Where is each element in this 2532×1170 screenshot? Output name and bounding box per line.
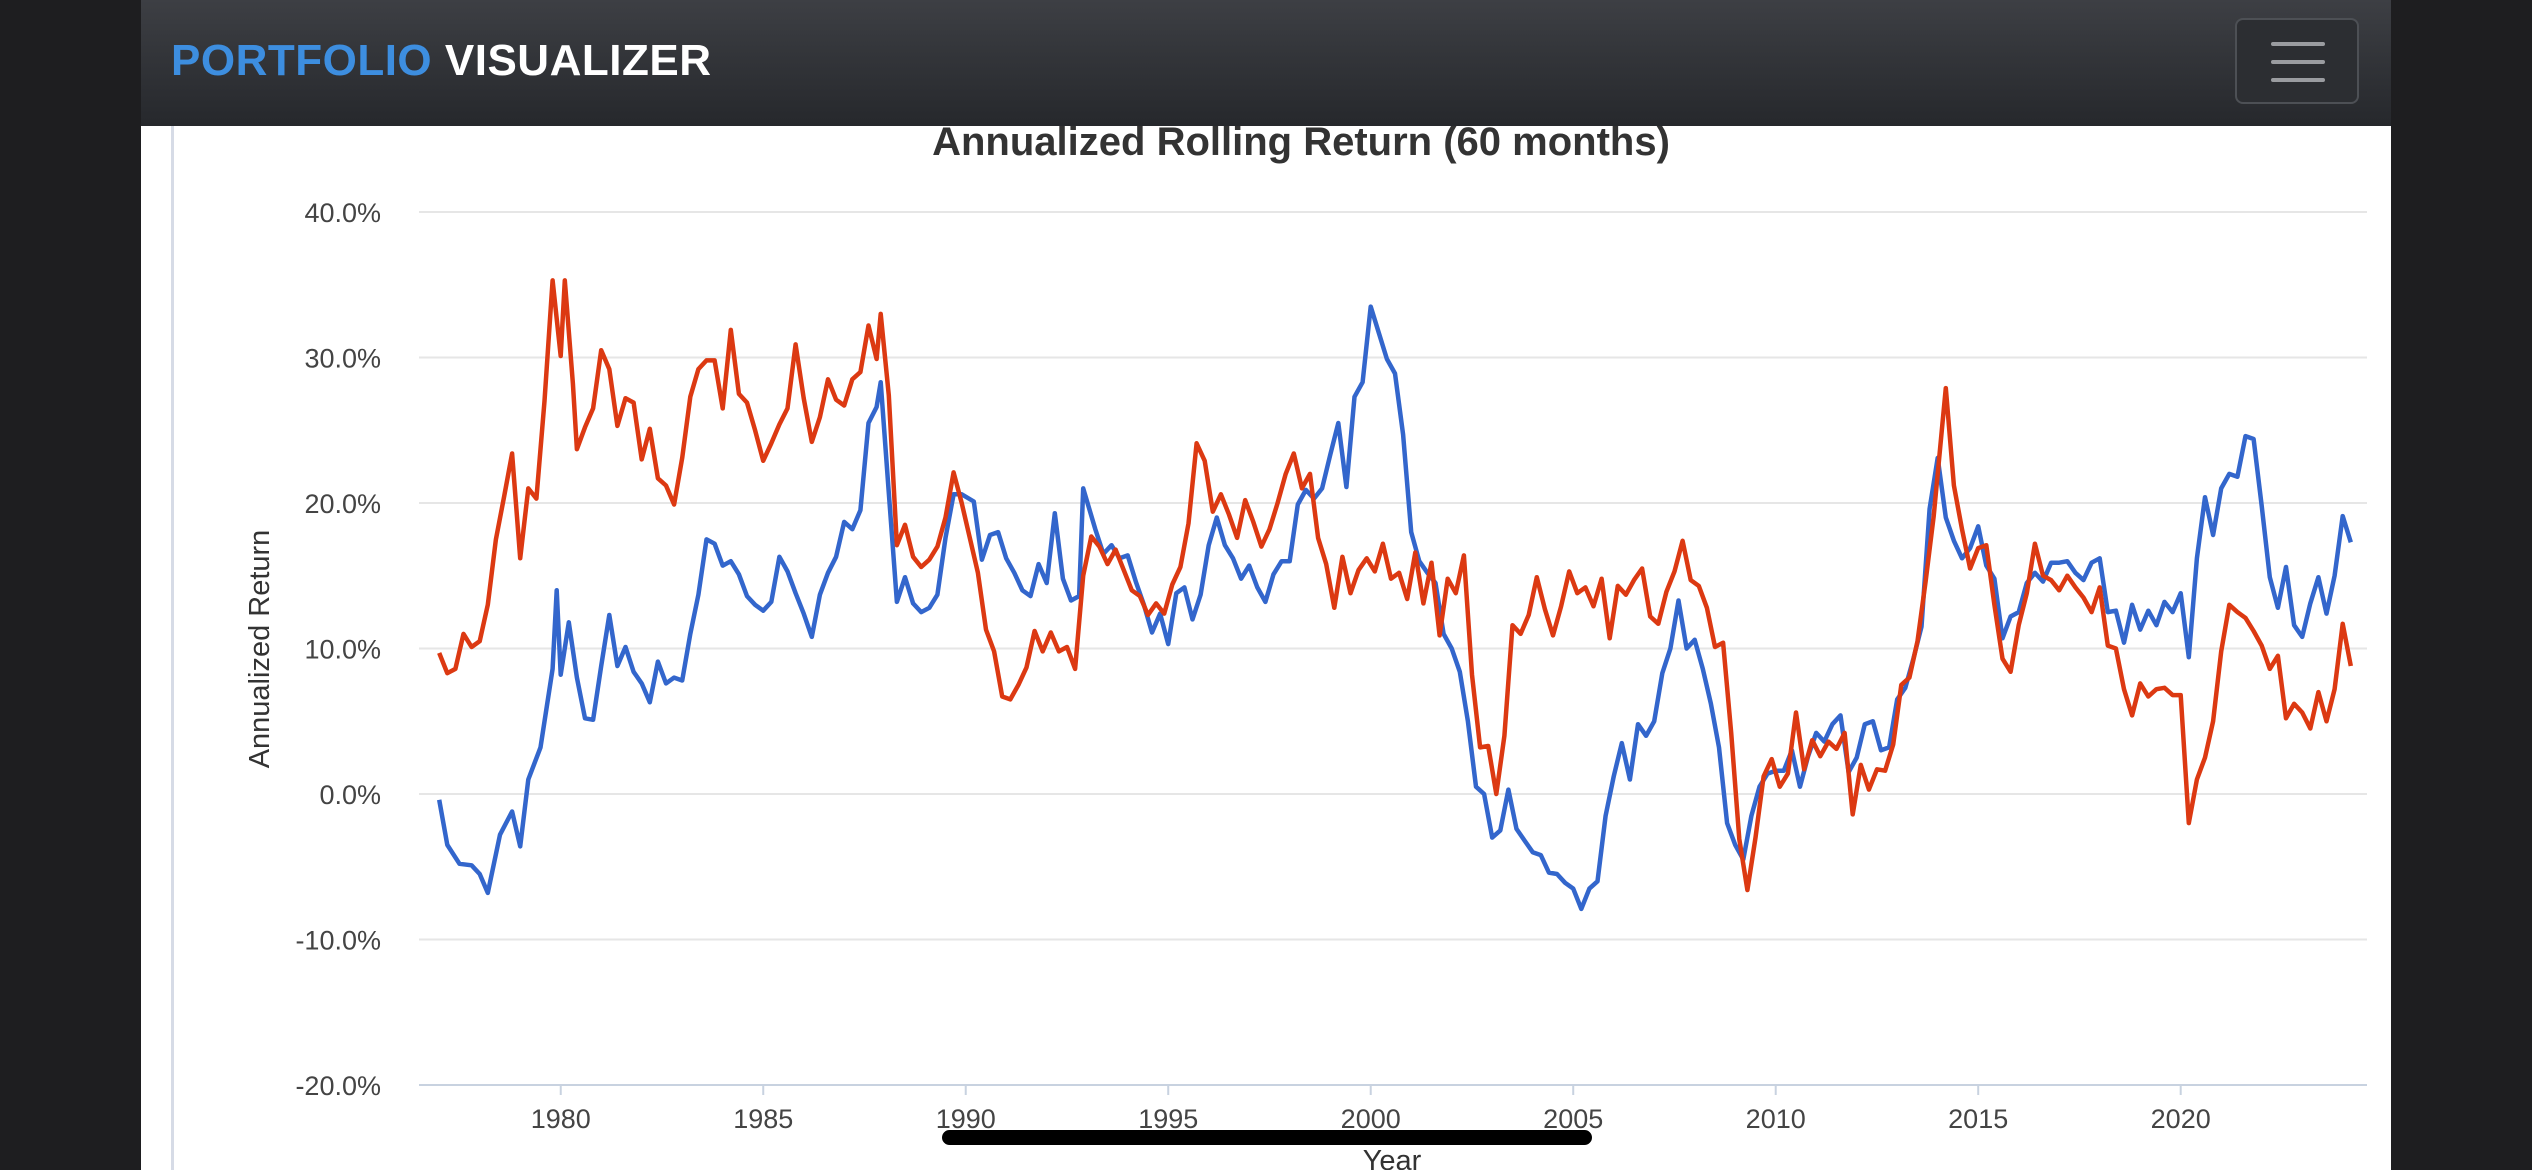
y-tick-label: 40.0% (304, 198, 381, 228)
brand-part2: VISUALIZER (444, 36, 712, 85)
x-tick-label: 1990 (936, 1104, 996, 1134)
hamburger-menu-icon[interactable] (2235, 18, 2359, 104)
x-axis-label: Year (1363, 1145, 1422, 1170)
rolling-return-chart: Annualized Rolling Return (60 months) An… (244, 126, 2367, 1170)
x-tick-label: 2020 (2151, 1104, 2211, 1134)
x-tick-label: 2010 (1746, 1104, 1806, 1134)
y-tick-label: 0.0% (319, 780, 381, 810)
y-axis-label: Annualized Return (244, 530, 276, 769)
home-indicator[interactable] (942, 1130, 1592, 1145)
series-line-red[interactable] (437, 278, 2354, 893)
x-tick-label: 2000 (1341, 1104, 1401, 1134)
y-tick-label: -20.0% (295, 1071, 381, 1101)
y-tick-label: -10.0% (295, 926, 381, 956)
brand-logo[interactable]: PORTFOLIO VISUALIZER (171, 36, 711, 86)
left-margin (0, 0, 141, 1170)
series-line-blue[interactable] (436, 304, 2353, 912)
main-content: Annualized Rolling Return (60 months) An… (141, 126, 2391, 1170)
top-navbar: PORTFOLIO VISUALIZER (141, 0, 2391, 126)
chart-title: Annualized Rolling Return (60 months) (932, 126, 1670, 164)
x-tick-label: 1985 (733, 1104, 793, 1134)
y-tick-label: 10.0% (304, 635, 381, 665)
panel-left-border (171, 126, 174, 1170)
y-tick-label: 20.0% (304, 489, 381, 519)
x-tick-label: 1980 (531, 1104, 591, 1134)
right-margin (2391, 0, 2532, 1170)
x-tick-label: 2015 (1948, 1104, 2008, 1134)
x-tick-label: 2005 (1543, 1104, 1603, 1134)
brand-part1: PORTFOLIO (171, 36, 433, 85)
y-tick-label: 30.0% (304, 344, 381, 374)
x-tick-label: 1995 (1138, 1104, 1198, 1134)
